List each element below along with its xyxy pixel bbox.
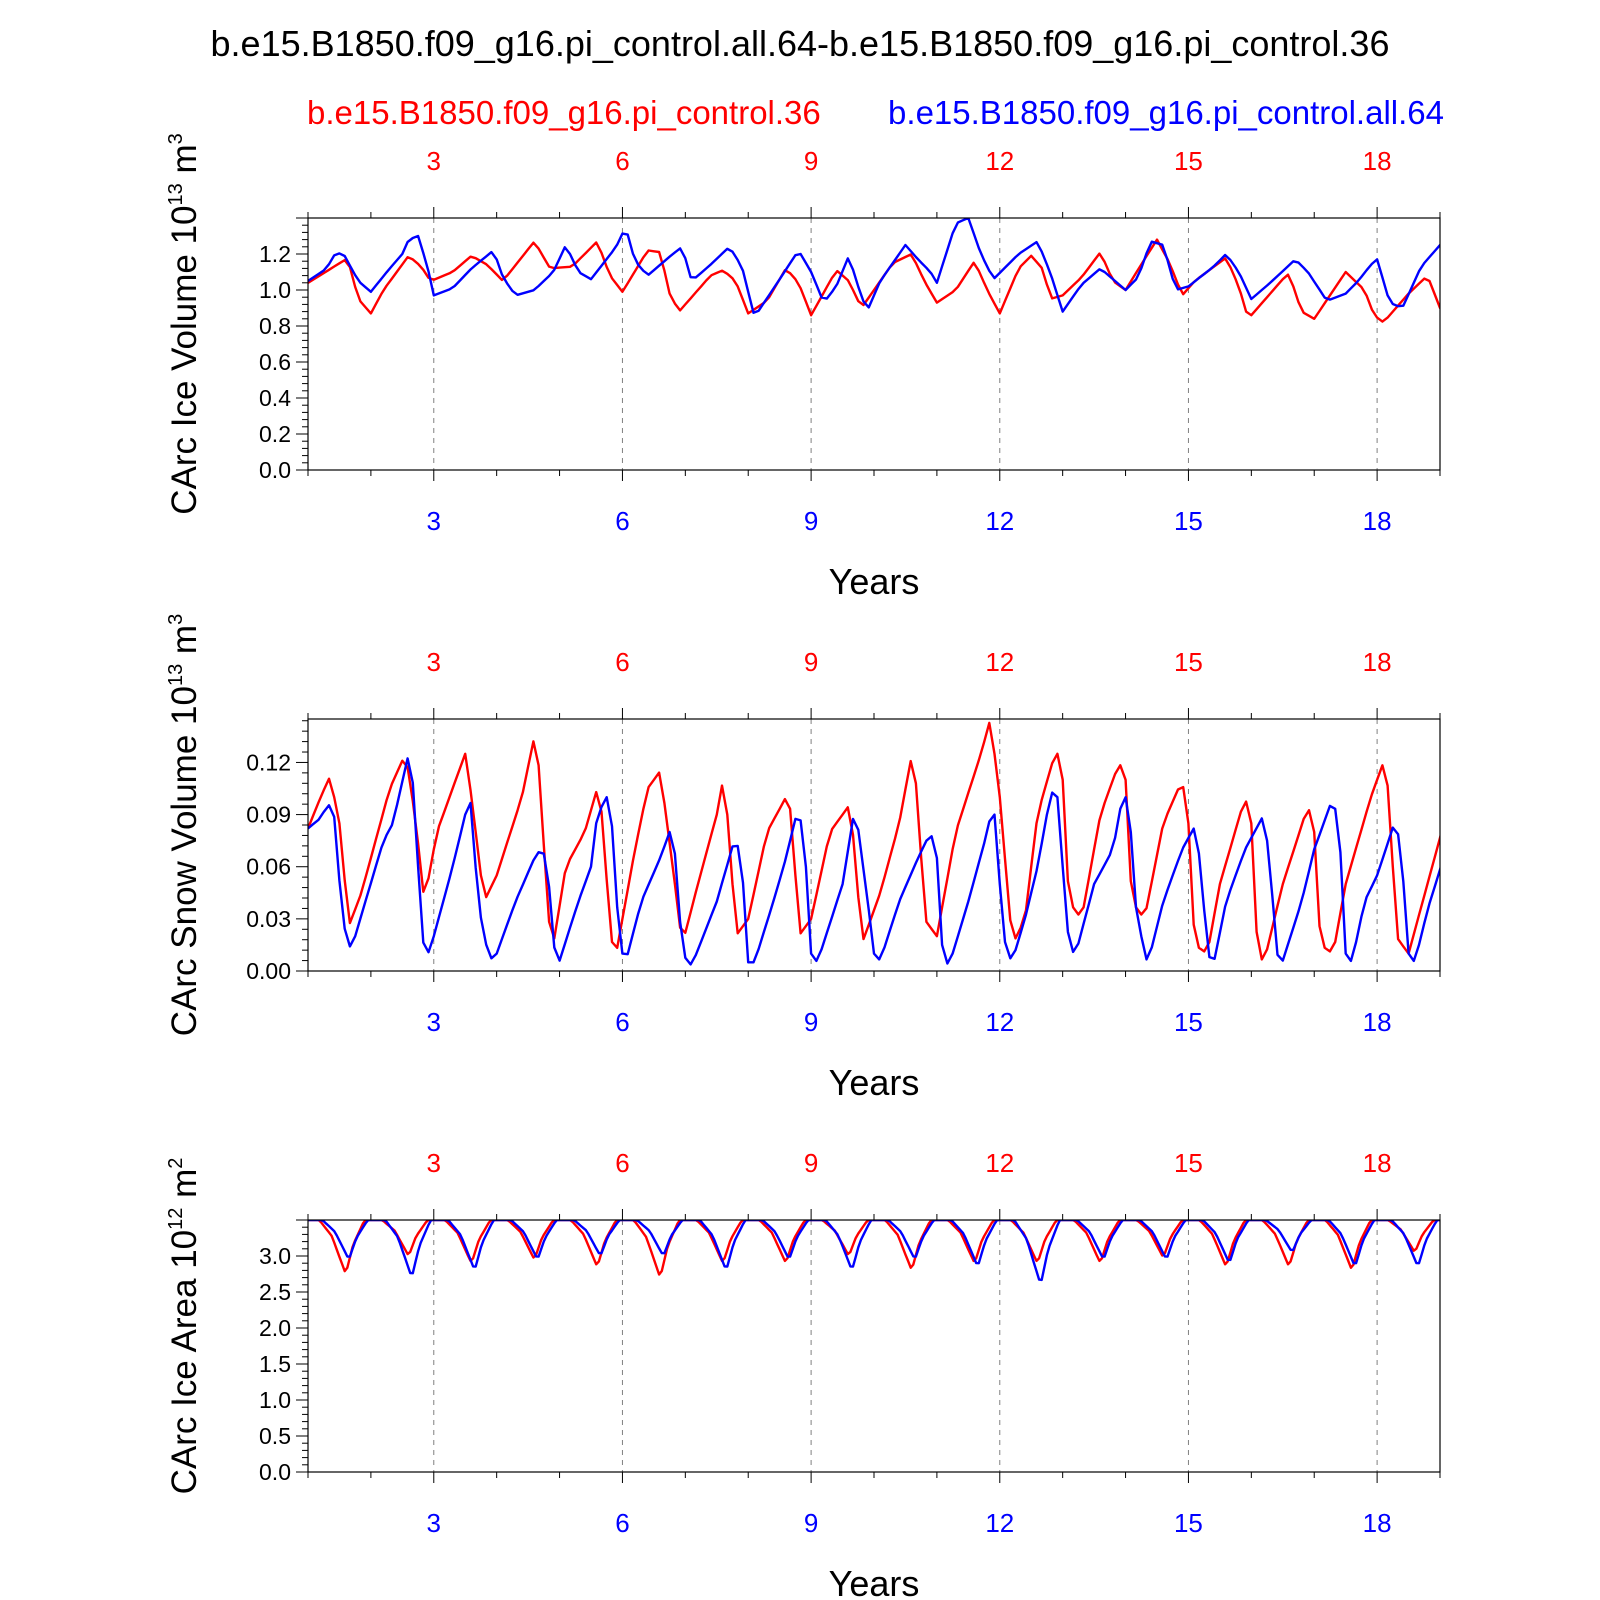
x-tick-label-bottom: 12 bbox=[985, 1508, 1014, 1538]
series-line-blue bbox=[308, 218, 1440, 314]
y-tick-label: 2.0 bbox=[259, 1315, 291, 1341]
x-tick-label-bottom: 15 bbox=[1174, 1508, 1203, 1538]
x-tick-label-bottom: 18 bbox=[1363, 1007, 1392, 1037]
y-tick-label: 0.0 bbox=[259, 1459, 291, 1485]
y-tick-label: 1.2 bbox=[259, 241, 291, 267]
y-tick-label: 0.4 bbox=[259, 385, 291, 411]
x-tick-label-bottom: 6 bbox=[615, 506, 629, 536]
panels-group: 3 3 6 6 9 9 12 12 15 15 18 18 0.0 0.2 0.4 0.6 0.8 1.0 1.2 Y… bbox=[165, 133, 1441, 1600]
y-tick-label: 0.12 bbox=[246, 749, 291, 775]
y-tick-label: 0.8 bbox=[259, 313, 291, 339]
y-tick-label: 0.2 bbox=[259, 421, 291, 447]
x-axis-title: Years bbox=[829, 561, 920, 602]
series-line-blue bbox=[308, 757, 1440, 966]
x-tick-label-bottom: 6 bbox=[615, 1007, 629, 1037]
x-axis-title: Years bbox=[829, 1563, 920, 1600]
series-label-blue: b.e15.B1850.f09_g16.pi_control.all.64 bbox=[888, 94, 1444, 131]
y-tick-label: 0.5 bbox=[259, 1423, 291, 1449]
x-axis-title: Years bbox=[829, 1062, 920, 1103]
main-title: b.e15.B1850.f09_g16.pi_control.all.64-b.… bbox=[211, 23, 1390, 64]
x-tick-label-top: 3 bbox=[427, 647, 441, 677]
x-tick-label-top: 9 bbox=[804, 1148, 818, 1178]
x-tick-label-bottom: 3 bbox=[427, 1007, 441, 1037]
y-tick-label: 0.00 bbox=[246, 958, 291, 984]
series-line-blue bbox=[308, 1220, 1440, 1282]
x-tick-label-bottom: 6 bbox=[615, 1508, 629, 1538]
y-tick-label: 1.0 bbox=[259, 277, 291, 303]
y-tick-label: 1.0 bbox=[259, 1387, 291, 1413]
chart-panel-1: 3 3 6 6 9 9 12 12 15 15 18 18 0.0 0.2 0.4 0.6 0.8 1.0 1.2 Y… bbox=[165, 133, 1441, 602]
y-tick-label: 0.03 bbox=[246, 906, 291, 932]
x-tick-label-top: 6 bbox=[615, 146, 629, 176]
x-tick-label-top: 18 bbox=[1363, 1148, 1392, 1178]
y-tick-label: 3.0 bbox=[259, 1243, 291, 1269]
y-tick-label: 0.06 bbox=[246, 854, 291, 880]
x-tick-label-bottom: 15 bbox=[1174, 506, 1203, 536]
x-tick-label-top: 18 bbox=[1363, 146, 1392, 176]
y-tick-label: 2.5 bbox=[259, 1279, 291, 1305]
x-tick-label-bottom: 15 bbox=[1174, 1007, 1203, 1037]
x-tick-label-bottom: 9 bbox=[804, 506, 818, 536]
series-line-red bbox=[308, 1220, 1440, 1276]
x-tick-label-top: 6 bbox=[615, 647, 629, 677]
x-tick-label-top: 9 bbox=[804, 146, 818, 176]
x-tick-label-top: 15 bbox=[1174, 1148, 1203, 1178]
plot-frame bbox=[307, 217, 1441, 471]
x-tick-label-bottom: 12 bbox=[985, 1007, 1014, 1037]
x-tick-label-bottom: 9 bbox=[804, 1007, 818, 1037]
series-label-red: b.e15.B1850.f09_g16.pi_control.36 bbox=[307, 94, 821, 131]
y-axis-title: CArc Ice Volume 1013 m3 bbox=[165, 133, 204, 515]
x-tick-label-bottom: 9 bbox=[804, 1508, 818, 1538]
x-tick-label-top: 3 bbox=[427, 146, 441, 176]
x-tick-label-top: 15 bbox=[1174, 146, 1203, 176]
y-tick-label: 1.5 bbox=[259, 1351, 291, 1377]
x-tick-label-bottom: 3 bbox=[427, 1508, 441, 1538]
y-axis-title: CArc Ice Area 1012 m2 bbox=[165, 1158, 204, 1495]
x-tick-label-top: 12 bbox=[985, 647, 1014, 677]
y-axis-title: CArc Snow Volume 1013 m3 bbox=[165, 614, 204, 1036]
y-tick-label: 0.6 bbox=[259, 349, 291, 375]
x-tick-label-top: 18 bbox=[1363, 647, 1392, 677]
x-tick-label-bottom: 18 bbox=[1363, 1508, 1392, 1538]
x-tick-label-top: 6 bbox=[615, 1148, 629, 1178]
x-tick-label-bottom: 12 bbox=[985, 506, 1014, 536]
x-tick-label-top: 9 bbox=[804, 647, 818, 677]
series-line-red bbox=[308, 721, 1440, 961]
y-tick-label: 0.0 bbox=[259, 457, 291, 483]
x-tick-label-top: 12 bbox=[985, 1148, 1014, 1178]
x-tick-label-top: 15 bbox=[1174, 647, 1203, 677]
x-tick-label-top: 12 bbox=[985, 146, 1014, 176]
chart-panel-3: 3 3 6 6 9 9 12 12 15 15 18 18 0.0 0.5 1.0 1.5 2.0 2.5 3.0 Y… bbox=[165, 1148, 1441, 1600]
y-tick-label: 0.09 bbox=[246, 802, 291, 828]
x-tick-label-bottom: 18 bbox=[1363, 506, 1392, 536]
x-tick-label-top: 3 bbox=[427, 1148, 441, 1178]
x-tick-label-bottom: 3 bbox=[427, 506, 441, 536]
chart-panel-2: 3 3 6 6 9 9 12 12 15 15 18 18 0.00 0.03 0.06 0.09 0.12 Ye… bbox=[165, 614, 1441, 1103]
